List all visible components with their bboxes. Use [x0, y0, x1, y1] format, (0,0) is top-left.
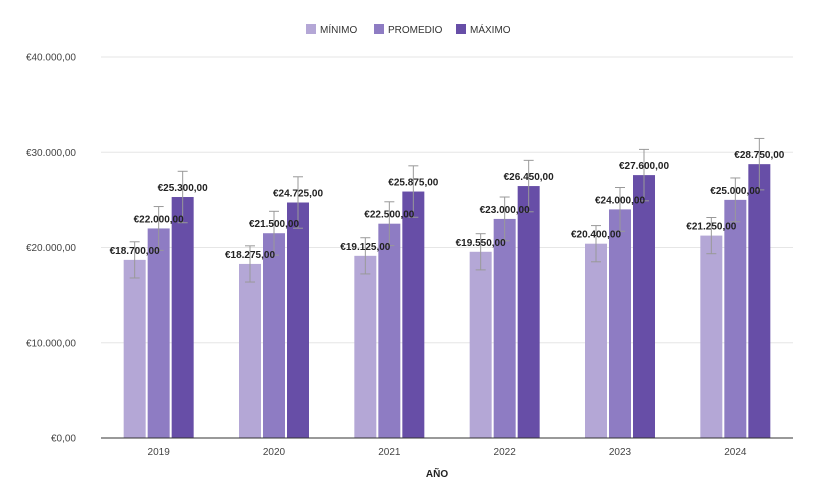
legend-swatch-1 [374, 24, 384, 34]
x-tick-label-2024: 2024 [724, 447, 747, 458]
bar-2024-0 [700, 235, 723, 438]
legend-label-1: PROMEDIO [388, 25, 443, 36]
y-tick-label-1: €10.000,00 [26, 338, 76, 349]
x-tick-label-2020: 2020 [263, 447, 286, 458]
bar-2024-1 [724, 199, 747, 438]
error-bar-2023-0 [591, 225, 601, 263]
bar-2019-1 [147, 228, 170, 438]
x-tick-label-2023: 2023 [609, 447, 632, 458]
gridlines [101, 56, 793, 344]
data-label-2023-2: €27.600,00 [619, 161, 669, 172]
bar-2021-1 [378, 223, 401, 438]
bar-2022-2 [517, 186, 540, 438]
data-labels: €18.700,00 €22.000,00 €25.300,00 €18.275,00… [110, 150, 785, 261]
x-tick-label-2022: 2022 [494, 447, 517, 458]
y-tick-label-2: €20.000,00 [26, 243, 76, 254]
legend-label-0: MÍNIMO [320, 23, 357, 36]
error-bar-2019-2 [177, 170, 188, 224]
data-label-2021-0: €19.125,00 [340, 242, 390, 253]
bar-2019-0 [123, 259, 146, 438]
data-label-2024-1: €25.000,00 [710, 186, 760, 197]
data-label-2020-1: €21.500,00 [249, 219, 299, 230]
data-label-2021-1: €22.500,00 [364, 210, 414, 221]
y-tick-label-4: €40.000,00 [26, 53, 76, 64]
data-label-2020-0: €18.275,00 [225, 250, 275, 261]
error-bar-2021-0 [360, 237, 371, 275]
data-label-2022-0: €19.550,00 [456, 238, 506, 249]
data-label-2019-0: €18.700,00 [110, 246, 160, 257]
bar-2019-2 [171, 197, 194, 438]
x-axis-title: AÑO [426, 467, 448, 480]
bars [123, 164, 771, 439]
data-label-2021-2: €25.875,00 [388, 178, 438, 189]
data-label-2023-0: €20.400,00 [571, 230, 621, 241]
error-bar-2019-0 [129, 241, 140, 279]
x-tick-label-2021: 2021 [378, 447, 401, 458]
error-bar-2021-1 [384, 201, 395, 247]
bar-2024-2 [748, 164, 771, 438]
bar-2023-2 [633, 175, 655, 439]
bar-2022-0 [469, 251, 492, 438]
data-label-2022-2: €26.450,00 [504, 172, 554, 183]
bar-2023-0 [585, 243, 607, 438]
data-label-2022-1: €23.000,00 [480, 205, 530, 216]
y-tick-label-3: €30.000,00 [26, 148, 76, 159]
data-label-2023-1: €24.000,00 [595, 195, 645, 206]
bar-2021-0 [354, 255, 377, 438]
legend-swatch-2 [456, 24, 466, 34]
error-bar-2020-1 [269, 210, 279, 256]
error-bar-2023-1 [615, 186, 625, 232]
error-bar-2019-1 [153, 206, 164, 251]
bar-2021-2 [402, 191, 425, 438]
x-tick-label-2019: 2019 [148, 447, 171, 458]
data-label-2020-2: €24.725,00 [273, 188, 323, 199]
error-bar-2022-1 [499, 196, 510, 242]
legend-label-2: MÁXIMO [470, 23, 511, 36]
data-label-2019-1: €22.000,00 [134, 214, 184, 225]
data-label-2024-2: €28.750,00 [734, 150, 784, 161]
error-bar-2023-2 [639, 148, 649, 202]
error-bar-2022-0 [475, 233, 486, 271]
data-label-2019-2: €25.300,00 [158, 183, 208, 194]
error-bar-2024-1 [730, 177, 741, 223]
error-bar-2024-0 [706, 216, 717, 255]
y-axis: €0,00 €10.000,00 €20.000,00 €30.000,00 €40.0… [26, 53, 76, 445]
bar-2020-2 [287, 202, 309, 438]
error-bar-2024-2 [754, 137, 765, 191]
bar-2022-1 [493, 218, 516, 438]
bar-2023-1 [609, 209, 631, 438]
error-bar-2020-0 [245, 245, 255, 283]
legend-swatch-0 [306, 24, 316, 34]
legend: MÍNIMO PROMEDIO MÁXIMO [306, 23, 511, 36]
y-tick-label-0: €0,00 [51, 434, 76, 445]
bar-2020-1 [263, 233, 285, 438]
error-bar-2020-2 [293, 176, 303, 229]
error-bars [129, 137, 765, 283]
bar-2020-0 [239, 263, 261, 438]
error-bar-2021-2 [408, 165, 419, 218]
data-label-2024-0: €21.250,00 [686, 222, 736, 233]
x-axis: 2019 2020 2021 2022 2023 2024 [101, 437, 793, 458]
error-bar-2022-2 [523, 159, 534, 213]
